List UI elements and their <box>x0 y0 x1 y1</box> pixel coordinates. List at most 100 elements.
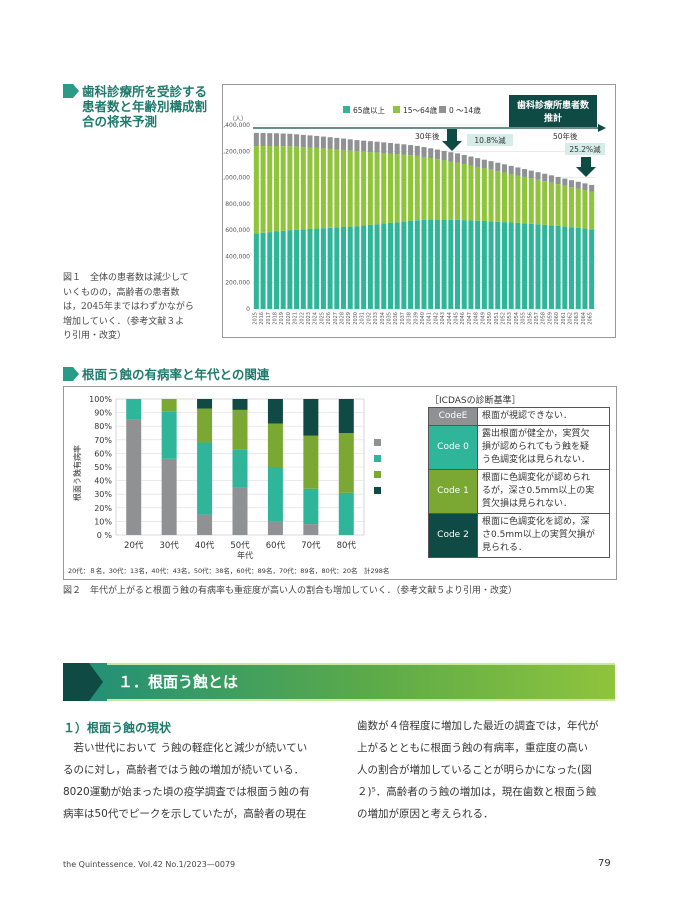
x-tick-label: 2028 <box>340 312 346 325</box>
bar-elderly <box>394 222 400 309</box>
bar-elderly <box>387 222 393 309</box>
x-tick-label: 2026 <box>326 312 332 325</box>
x-tick-label: 2031 <box>360 312 366 325</box>
bar-elderly <box>542 224 548 309</box>
badge-background <box>509 95 597 127</box>
bar-children <box>408 145 414 156</box>
section-arrow-icon <box>63 367 79 381</box>
x-tick-label: 70代 <box>301 540 321 551</box>
bar-elderly <box>481 220 487 309</box>
bar-code0 <box>161 411 177 459</box>
figure2-frame: 0 % 10% 20% 30% 40% 50% 60% 70% 80% 90% 100% 20代 30… <box>63 386 617 580</box>
bar-elderly <box>341 226 347 309</box>
bar-children <box>320 136 326 149</box>
bar-code1 <box>197 408 213 443</box>
down-arrow-30-icon <box>442 129 462 151</box>
bar-working-age <box>468 165 474 221</box>
x-tick-label: 2033 <box>373 312 379 325</box>
banner-arrow-icon <box>63 663 103 701</box>
sample-size-note: 20代：８名，30代：13名，40代：43名，50代：38名，60代：89名，7… <box>68 567 390 575</box>
criteria-row: Code 0 露出根面が健全か，実質欠 損が認められてもう蝕を疑 う色調変化は見… <box>428 425 610 470</box>
y-tick-label: 50% <box>94 463 112 472</box>
bar-children <box>569 180 575 188</box>
description-cell: 根面が視認できない． <box>477 407 610 426</box>
y-tick-label: 10% <box>94 517 112 526</box>
bar-working-age <box>562 185 568 227</box>
x-tick-label: 2035 <box>386 312 392 325</box>
bar-children <box>582 183 588 191</box>
chart1-legend: 65歳以上 15〜64歳 0 〜14歳 <box>343 105 481 115</box>
criteria-title: ［ICDASの診断基準］ <box>430 396 521 406</box>
x-tick-label: 2029 <box>346 312 352 325</box>
legend-label-elderly: 65歳以上 <box>353 105 386 115</box>
bar-elderly <box>501 222 507 309</box>
bar-elderly <box>327 227 333 309</box>
bar-working-age <box>475 166 481 221</box>
bar-working-age <box>260 146 266 233</box>
figure1-caption: 図１ 全体の患者数は減少して いくものの，高齢者の患者数 は，2045年まではわ… <box>63 273 194 341</box>
x-tick-label: 80代 <box>337 540 357 551</box>
x-tick-label: 2019 <box>279 312 285 325</box>
y-tick-label: 0 <box>246 306 250 313</box>
x-tick-label: 50代 <box>230 540 250 551</box>
legend-label-working: 15〜64歳 <box>403 105 438 115</box>
y-tick-label: 70% <box>94 436 112 445</box>
banner-bottom-stripe <box>107 699 615 701</box>
bar-children <box>253 132 259 147</box>
x-tick-label: 2060 <box>554 312 560 325</box>
bar-codee <box>232 487 248 535</box>
x-tick-label: 20代 <box>124 540 144 551</box>
bar-elderly <box>555 225 561 309</box>
x-tick-label: 2063 <box>574 312 580 325</box>
x-tick-label: 2054 <box>514 312 520 325</box>
bar-working-age <box>441 160 447 220</box>
x-tick-label: 2065 <box>588 312 594 325</box>
bar-codee <box>197 514 213 535</box>
bar-children <box>468 156 474 166</box>
legend-label-child: 0 〜14歳 <box>449 105 481 115</box>
bar-children <box>535 172 541 180</box>
bar-code1 <box>232 409 248 450</box>
x-axis-label: 年代 <box>237 550 253 560</box>
bar-elderly <box>488 221 494 309</box>
x-tick-label: 2025 <box>319 312 325 325</box>
bar-working-age <box>408 155 414 221</box>
x-tick-label: 2016 <box>259 312 265 325</box>
bar-children <box>455 153 461 163</box>
code-cell: Code 2 <box>428 513 478 558</box>
bar-elderly <box>367 224 373 309</box>
icdas-criteria-table: CodeE 根面が視認できない． Code 0 露出根面が健全か，実質欠 損が認… <box>428 407 610 558</box>
bar-elderly <box>441 219 447 309</box>
bar-working-age <box>334 149 340 228</box>
bar-elderly <box>408 220 414 309</box>
bar-working-age <box>387 153 393 223</box>
bar-code2 <box>338 399 354 433</box>
bar-working-age <box>273 146 279 232</box>
x-tick-label: 2048 <box>474 312 480 325</box>
legend-swatch <box>374 471 381 478</box>
bar-children <box>401 144 407 155</box>
criteria-row: Code 2 根面に色調変化を認め，深 さ0.5mm以上の実質欠損が 見られる． <box>428 513 610 558</box>
bar-children <box>314 135 320 148</box>
bar-elderly <box>475 220 481 309</box>
bar-codee <box>161 458 177 535</box>
x-tick-label: 2036 <box>393 312 399 325</box>
bar-elderly <box>354 226 360 309</box>
bar-elderly <box>334 227 340 309</box>
code-cell: Code 0 <box>428 425 478 470</box>
x-tick-label: 2021 <box>293 312 299 325</box>
bar-elderly <box>414 220 420 309</box>
bar-elderly <box>535 224 541 309</box>
x-tick-label: 2046 <box>460 312 466 325</box>
bar-code0 <box>303 488 319 525</box>
bar-codee <box>267 521 283 535</box>
x-tick-label: 2038 <box>407 312 413 325</box>
chapter-banner <box>63 663 615 701</box>
down-arrow-50-icon <box>576 157 596 177</box>
bar-elderly <box>495 221 501 309</box>
bar-children <box>475 158 481 167</box>
figure2-title: 根面う蝕の有病率と年代との関連 <box>82 367 270 382</box>
bar-code1 <box>161 399 177 412</box>
x-tick-label: 2043 <box>440 312 446 325</box>
y-tick-label: 600,000 <box>225 227 250 234</box>
